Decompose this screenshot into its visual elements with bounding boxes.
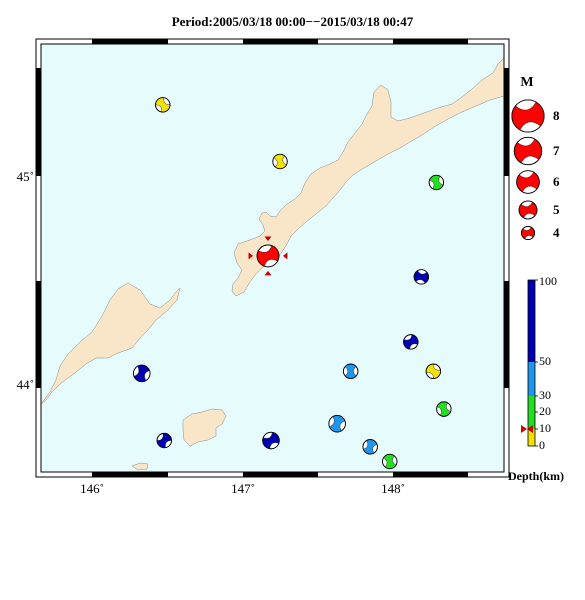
event-marker-5 (413, 269, 429, 285)
x-tick-148: 148˚ (381, 481, 405, 496)
depth-marker-left (521, 425, 527, 433)
y-tick-45: 45˚ (17, 169, 34, 184)
highlight-arrow-1 (264, 236, 272, 241)
event-marker-12 (156, 432, 172, 449)
shikotan-island (182, 408, 227, 447)
highlight-arrow-2 (282, 252, 288, 260)
event-marker-7 (133, 364, 151, 383)
magnitude-legend-ball-6 (516, 170, 540, 194)
event-marker-15 (382, 453, 398, 470)
event-markers (133, 97, 452, 470)
y-tick-44: 44˚ (17, 377, 34, 392)
x-tick-147: 147˚ (231, 481, 255, 496)
magnitude-legend-ball-8 (511, 99, 545, 133)
depth-tick-30: 30 (539, 388, 551, 402)
depth-colorbar (521, 279, 538, 447)
event-marker-4 (256, 244, 280, 268)
magnitude-legend-title: M (520, 75, 533, 90)
magnitude-legend-label-7: 7 (553, 143, 560, 158)
chart-title: Period:2005/03/18 00:00−−2015/03/18 00:4… (171, 14, 414, 29)
magnitude-legend-label-5: 5 (553, 202, 560, 217)
map-frame-band (36, 39, 509, 477)
magnitude-legend-ball-7 (513, 136, 543, 166)
magnitude-legend-ball-5 (518, 200, 538, 220)
event-marker-13 (262, 431, 280, 450)
event-marker-2 (272, 153, 288, 170)
depth-band-1 (528, 429, 535, 446)
event-marker-10 (436, 401, 452, 417)
depth-legend-title: Depth(km) (508, 469, 564, 483)
magnitude-legend-label-8: 8 (553, 108, 560, 123)
depth-tick-100: 100 (539, 274, 557, 288)
kunashiri-island (40, 282, 181, 405)
x-tick-146: 146˚ (80, 481, 104, 496)
event-marker-14 (362, 439, 378, 455)
magnitude-legend-label-4: 4 (553, 225, 560, 240)
event-marker-8 (343, 363, 359, 379)
highlight-arrow-3 (264, 270, 272, 276)
depth-band-2 (528, 412, 535, 429)
highlight-arrow-4 (248, 252, 254, 260)
land (40, 57, 505, 471)
event-marker-11 (328, 415, 346, 433)
event-marker-1 (155, 97, 171, 113)
depth-tick-0: 0 (539, 438, 545, 452)
habomai-islet (131, 462, 149, 471)
magnitude-legend-label-6: 6 (553, 174, 560, 189)
depth-band-5 (528, 280, 535, 362)
magnitude-legend: 8 7 6 5 4 (511, 99, 560, 240)
etorofu-island (231, 57, 505, 297)
depth-band-3 (528, 396, 535, 412)
depth-tick-50: 50 (539, 354, 551, 368)
depth-tick-10: 10 (539, 421, 551, 435)
event-marker-6 (403, 334, 419, 350)
depth-marker-right (527, 425, 533, 433)
event-marker-3 (428, 174, 444, 191)
depth-band-4 (528, 362, 535, 396)
depth-tick-20: 20 (539, 404, 551, 418)
event-marker-9 (425, 363, 441, 379)
magnitude-legend-ball-4 (521, 226, 535, 240)
